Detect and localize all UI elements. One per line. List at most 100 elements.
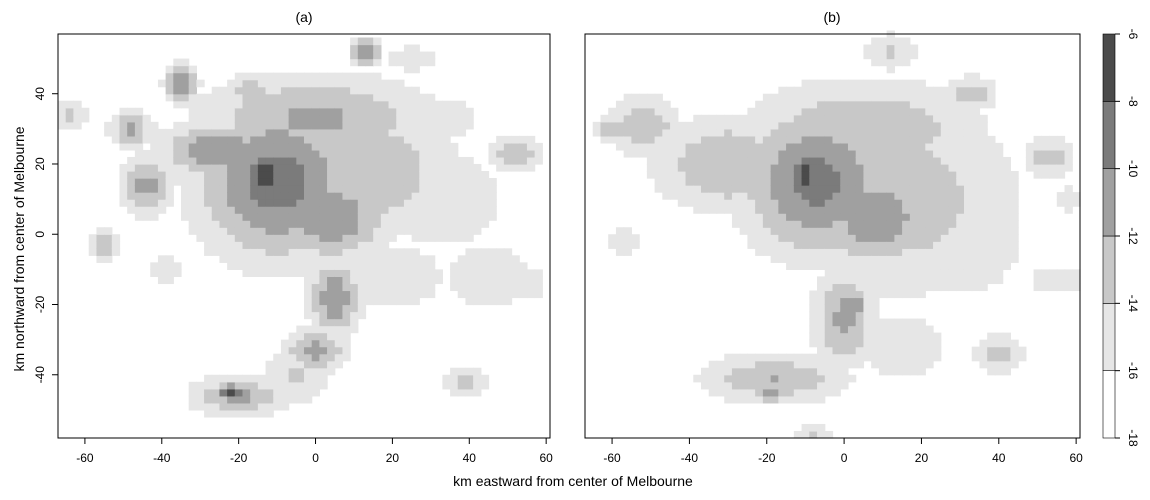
panel-a-contour-cell — [357, 241, 367, 249]
panel-b-contour-cell — [824, 128, 834, 137]
panel-a-contour-cell — [496, 156, 505, 165]
panel-a-contour-cell — [526, 290, 536, 299]
panel-a-contour-cell — [442, 142, 451, 151]
panel-a-contour-cell — [473, 163, 482, 172]
panel-a-contour-cell — [280, 346, 290, 355]
panel-a-contour-cell — [150, 142, 159, 151]
panel-a-contour-cell — [211, 156, 221, 165]
panel-b-contour-cell — [940, 227, 950, 235]
panel-b-contour-cell — [971, 128, 981, 137]
panel-a-contour-cell — [250, 241, 259, 249]
panel-a-contour-cell — [134, 163, 144, 172]
panel-b-contour-cell — [778, 192, 787, 200]
panel-b-contour-cell — [755, 213, 764, 221]
panel-b-contour-cell — [615, 100, 625, 109]
panel-a-contour-cell — [465, 276, 474, 285]
panel-a-contour-cell — [304, 276, 313, 285]
panel-b-contour-cell — [654, 135, 663, 144]
panel-b-contour-cell — [824, 367, 834, 376]
panel-a-contour-cell — [311, 332, 320, 341]
panel-b-contour-cell — [933, 100, 942, 109]
panel-b-contour-cell — [956, 135, 965, 144]
panel-b-contour-cell — [894, 353, 903, 362]
panel-a-contour-cell — [365, 255, 374, 263]
panel-b-contour-cell — [731, 206, 741, 214]
panel-b-contour-cell — [979, 269, 988, 277]
panel-a-contour-cell — [357, 114, 367, 123]
panel-a-contour-cell — [388, 58, 397, 67]
panel-a-contour-cell — [280, 192, 290, 200]
panel-b-contour-cell — [902, 241, 911, 249]
panel-b-contour-cell — [646, 142, 656, 151]
panel-b-contour-cell — [878, 79, 888, 88]
panel-b-contour-cell — [654, 178, 663, 186]
panel-b-contour-cell — [971, 72, 981, 81]
panel-a-contour-cell — [496, 255, 505, 263]
panel-b-contour-cell — [1056, 156, 1066, 165]
panel-a-contour-cell — [403, 100, 413, 109]
panel-a-contour-cell — [319, 311, 328, 320]
panel-b-contour-cell — [685, 171, 694, 179]
panel-b-contour-cell — [755, 395, 764, 404]
panel-a-contour-cell — [342, 121, 351, 130]
panel-b-contour-cell — [956, 255, 965, 263]
panel-b-contour-cell — [793, 262, 803, 270]
panel-a-contour-cell — [342, 290, 351, 299]
panel-a-contour-cell — [188, 381, 197, 390]
panel-b-contour-cell — [708, 178, 718, 186]
panel-b-contour-cell — [894, 192, 903, 200]
panel-a-contour-cell — [311, 206, 320, 214]
panel-a-contour-cell — [403, 142, 413, 151]
panel-b-contour-cell — [701, 114, 710, 123]
panel-a-contour-cell — [273, 206, 282, 214]
panel-b-contour-cell — [755, 114, 764, 123]
panel-b-contour-cell — [1049, 276, 1058, 285]
panel-a-x-tick-label: 40 — [463, 451, 477, 465]
panel-a-contour-cell — [273, 72, 282, 81]
panel-a-contour-cell — [280, 360, 290, 369]
panel-b-contour-cell — [948, 234, 957, 242]
panel-a-contour-cell — [365, 135, 374, 144]
panel-a-contour-cell — [365, 241, 374, 249]
panel-b-contour-cell — [917, 360, 926, 369]
panel-b-contour-cell — [762, 163, 772, 172]
panel-a-contour-cell — [304, 107, 313, 116]
panel-a-contour-cell — [334, 241, 344, 249]
panel-a-contour-cell — [250, 374, 259, 383]
panel-a-contour-cell — [227, 185, 236, 193]
panel-b-contour-cell — [685, 149, 694, 158]
panel-a-contour-cell — [357, 58, 367, 67]
panel-a-contour-cell — [396, 220, 405, 228]
panel-b-contour-cell — [878, 44, 888, 53]
panel-b-contour-cell — [1025, 163, 1035, 172]
panel-b-contour-cell — [909, 107, 919, 116]
panel-b-contour-cell — [917, 213, 926, 221]
panel-b-contour-cell — [793, 192, 803, 200]
panel-a-contour-cell — [342, 255, 351, 263]
panel-a-contour-cell — [357, 255, 367, 263]
panel-a-contour-cell — [219, 388, 228, 397]
panel-a-contour-cell — [234, 213, 244, 221]
panel-a-contour-cell — [265, 241, 274, 249]
panel-a-contour-cell — [181, 213, 190, 221]
panel-a-contour-cell — [350, 318, 359, 327]
panel-b-contour-cell — [925, 339, 934, 348]
panel-b-contour-cell — [809, 360, 818, 369]
panel-a-x-tick-label: -20 — [230, 451, 248, 465]
panel-a-contour-cell — [350, 86, 359, 95]
panel-b-contour-cell — [623, 142, 632, 151]
panel-a-contour-cell — [396, 276, 405, 285]
panel-a-contour-cell — [211, 114, 221, 123]
panel-b-contour-cell — [677, 185, 687, 193]
panel-a-contour-cell — [288, 213, 297, 221]
panel-b-contour-cell — [1010, 255, 1019, 263]
panel-a-contour-cell — [165, 65, 174, 74]
panel-b-contour-cell — [917, 199, 926, 207]
panel-b-contour-cell — [878, 360, 888, 369]
panel-a-contour-cell — [411, 114, 420, 123]
panel-a-contour-cell — [350, 79, 359, 88]
panel-a-contour-cell — [181, 192, 190, 200]
panel-a-contour-cell — [457, 388, 467, 397]
panel-a-contour-cell — [327, 128, 336, 137]
panel-b-contour-cell — [956, 248, 965, 256]
